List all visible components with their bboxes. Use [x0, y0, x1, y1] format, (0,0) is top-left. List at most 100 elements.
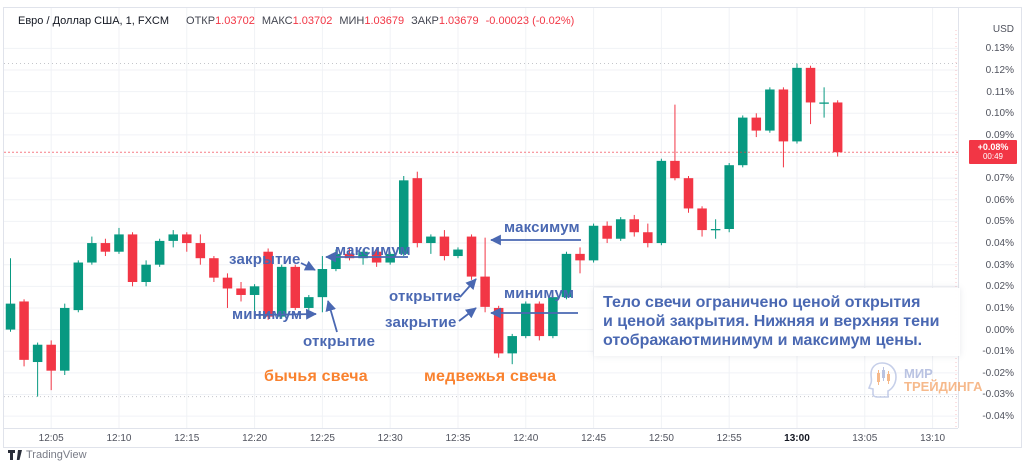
candle [426, 234, 436, 254]
ohlc-values: ОТКР1.03702 МАКС1.03702 МИН1.03679 ЗАКР1.03… [179, 15, 479, 27]
bar-countdown: 00:49 [982, 152, 1004, 162]
candle [615, 217, 626, 241]
time-tick-label: 12:40 [513, 433, 539, 444]
info-box: Тело свечи ограничено ценой открытия и ц… [594, 288, 960, 356]
annotation-label: минимум [504, 285, 575, 302]
candle [792, 63, 802, 144]
price-tick-label: 0.07% [985, 173, 1014, 185]
candle [32, 342, 43, 397]
candle [629, 214, 640, 237]
candle [19, 299, 29, 367]
candle [46, 340, 56, 391]
candle [466, 234, 477, 280]
price-tick-label: 0.03% [985, 259, 1014, 271]
candle [100, 238, 111, 257]
info-box-line: отображаютминимум и максимум цены. [603, 332, 923, 349]
candle [656, 158, 667, 246]
candle [805, 65, 816, 125]
candle [344, 247, 355, 261]
candle [534, 301, 545, 341]
candle [209, 256, 219, 282]
candle [236, 281, 246, 302]
candle [154, 238, 165, 267]
info-box-line: Тело свечи ограничено ценой открытия [603, 294, 921, 311]
candle [5, 258, 16, 332]
price-tick-label: -0.02% [982, 367, 1014, 379]
time-tick-label: 13:00 [784, 433, 810, 444]
candle [697, 206, 707, 237]
time-tick-label: 12:20 [242, 433, 268, 444]
candle [724, 163, 734, 233]
last-price-badge: +0.08% 00:49 [969, 140, 1017, 165]
annotation-label: закрытие [229, 251, 301, 268]
candle-type-label: бычья свеча [264, 368, 368, 385]
ohlc-field: МАКС1.03702 [261, 15, 333, 27]
candle [643, 223, 653, 248]
time-tick-label: 12:15 [174, 433, 200, 444]
candle [480, 237, 490, 313]
candle [168, 230, 178, 248]
watermark-text-line2: ТРЕЙДИНГА [904, 379, 983, 394]
price-tick-label: 0.12% [985, 65, 1014, 77]
info-box-line: и ценой закрытия. Нижняя и верхняя тени [603, 313, 940, 330]
price-tick-label: -0.03% [982, 389, 1014, 401]
price-axis[interactable]: USD +0.08% 00:49 0.13% 0.12% 0.11% 0.10% 0.0… [958, 8, 1021, 428]
candle [832, 100, 843, 157]
time-tick-label: 12:55 [716, 433, 742, 444]
annotation-label: открытие [389, 288, 462, 305]
candle [670, 104, 680, 181]
candle [222, 273, 233, 308]
symbol-title[interactable]: Евро / Доллар США, 1, FXCM [18, 15, 170, 27]
candle [507, 333, 517, 365]
candle [737, 115, 748, 168]
candle [290, 264, 301, 311]
head-logo-icon [868, 362, 897, 398]
candle-type-label: медвежья свеча [424, 368, 557, 385]
candle [141, 260, 151, 287]
price-tick-label: 0.10% [985, 108, 1014, 120]
candle [73, 260, 84, 313]
price-tick-label: 0.09% [985, 129, 1014, 141]
candle [59, 303, 70, 376]
candle [765, 87, 775, 133]
ohlc-field: МИН1.03679 [339, 15, 405, 27]
annotation-label: открытие [303, 333, 376, 350]
time-tick-label: 12:25 [309, 433, 335, 444]
price-tick-label: 0.00% [985, 324, 1014, 336]
annotation-label: минимум [232, 306, 303, 323]
symbol-header: Евро / Доллар США, 1, FXCM ОТКР1.03702 МАК… [18, 15, 574, 27]
price-tick-label: 0.05% [985, 216, 1014, 228]
annotation-label: закрытие [385, 314, 457, 331]
time-tick-label: 12:10 [106, 433, 132, 444]
candle [778, 87, 789, 168]
candle [439, 230, 450, 261]
candle [304, 294, 314, 311]
candle [710, 219, 721, 239]
candle [249, 284, 260, 317]
candlestick-chart[interactable] [4, 8, 962, 428]
brand-watermark: МИР ТРЕЙДИНГА [868, 361, 983, 399]
chart-frame [3, 7, 1022, 448]
candle [453, 247, 463, 259]
candle [276, 264, 287, 319]
price-tick-label: 0.06% [985, 194, 1014, 206]
candle [331, 249, 341, 272]
time-tick-label: 12:30 [377, 433, 403, 444]
candle [398, 176, 409, 257]
candle [385, 251, 395, 265]
ohlc-field: ОТКР1.03702 [186, 15, 255, 27]
attribution-text: TradingView [26, 449, 87, 461]
time-tick-label: 13:05 [852, 433, 878, 444]
time-tick-label: 13:10 [920, 433, 946, 444]
price-tick-label: 0.04% [985, 238, 1014, 250]
candle [87, 236, 97, 265]
annotation-label: максимум [335, 242, 411, 259]
tradingview-attribution[interactable]: TradingView [8, 449, 87, 461]
price-tick-label: 0.02% [985, 281, 1014, 293]
time-tick-label: 12:45 [581, 433, 607, 444]
time-axis[interactable]: 12:05 12:10 12:15 12:20 12:25 12:30 12:35 12:40… [4, 428, 958, 447]
price-tick-label: 0.01% [985, 302, 1014, 314]
candle [114, 227, 124, 254]
candle [412, 171, 423, 248]
